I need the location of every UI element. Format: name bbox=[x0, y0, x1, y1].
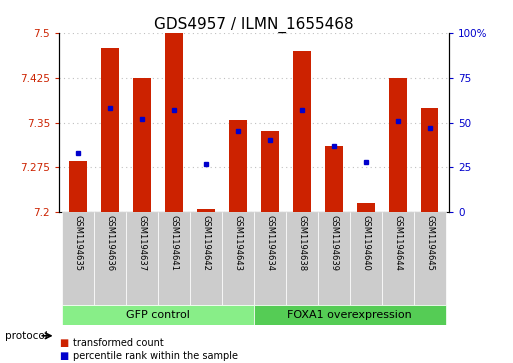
Bar bbox=[261, 131, 279, 212]
Bar bbox=[254, 212, 286, 305]
Bar bbox=[389, 78, 406, 212]
Text: ■: ■ bbox=[59, 351, 68, 362]
Bar bbox=[229, 119, 247, 212]
Bar bbox=[254, 305, 446, 325]
Text: GSM1194634: GSM1194634 bbox=[265, 215, 274, 271]
Text: protocol: protocol bbox=[5, 331, 48, 341]
Bar bbox=[293, 50, 311, 212]
Bar bbox=[62, 212, 94, 305]
Bar bbox=[350, 212, 382, 305]
Text: GSM1194639: GSM1194639 bbox=[329, 215, 339, 271]
Bar bbox=[318, 212, 350, 305]
Text: GSM1194642: GSM1194642 bbox=[202, 215, 210, 271]
Bar bbox=[69, 162, 87, 212]
Bar bbox=[62, 305, 254, 325]
Text: GSM1194645: GSM1194645 bbox=[425, 215, 434, 271]
Text: GFP control: GFP control bbox=[126, 310, 190, 320]
Bar bbox=[325, 146, 343, 212]
Bar bbox=[357, 203, 374, 212]
Bar bbox=[197, 209, 215, 212]
Bar bbox=[165, 30, 183, 212]
Text: FOXA1 overexpression: FOXA1 overexpression bbox=[287, 310, 412, 320]
Text: GSM1194643: GSM1194643 bbox=[233, 215, 243, 271]
Text: GSM1194638: GSM1194638 bbox=[298, 215, 306, 271]
Title: GDS4957 / ILMN_1655468: GDS4957 / ILMN_1655468 bbox=[154, 16, 354, 33]
Bar bbox=[158, 212, 190, 305]
Text: GSM1194644: GSM1194644 bbox=[393, 215, 402, 271]
Bar bbox=[133, 78, 151, 212]
Bar bbox=[382, 212, 413, 305]
Bar bbox=[190, 212, 222, 305]
Bar bbox=[102, 48, 119, 212]
Text: transformed count: transformed count bbox=[73, 338, 164, 348]
Text: GSM1194640: GSM1194640 bbox=[361, 215, 370, 271]
Bar bbox=[222, 212, 254, 305]
Text: ■: ■ bbox=[59, 338, 68, 348]
Bar bbox=[94, 212, 126, 305]
Bar bbox=[126, 212, 158, 305]
Bar bbox=[421, 107, 439, 212]
Bar bbox=[413, 212, 446, 305]
Text: GSM1194641: GSM1194641 bbox=[169, 215, 179, 271]
Text: GSM1194636: GSM1194636 bbox=[106, 215, 114, 271]
Text: GSM1194637: GSM1194637 bbox=[137, 215, 147, 271]
Text: percentile rank within the sample: percentile rank within the sample bbox=[73, 351, 239, 362]
Text: GSM1194635: GSM1194635 bbox=[74, 215, 83, 271]
Bar bbox=[286, 212, 318, 305]
